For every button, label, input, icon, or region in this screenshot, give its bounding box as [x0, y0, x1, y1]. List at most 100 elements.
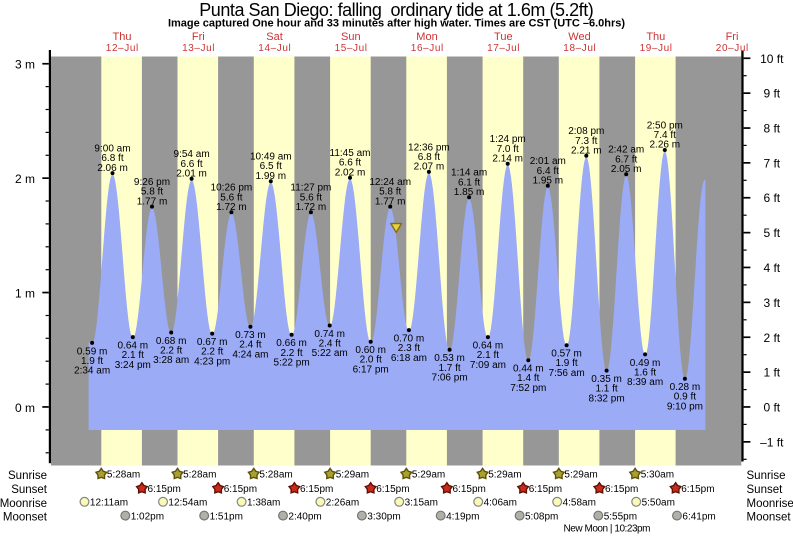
svg-text:1.72 m: 1.72 m: [296, 202, 327, 213]
svg-text:Wed: Wed: [568, 31, 590, 43]
svg-text:16–Jul: 16–Jul: [411, 43, 443, 54]
svg-text:0.68 m: 0.68 m: [156, 336, 187, 347]
svg-text:2.14 m: 2.14 m: [492, 154, 523, 165]
svg-text:0.9 ft: 0.9 ft: [674, 392, 696, 403]
svg-text:5:55pm: 5:55pm: [604, 512, 637, 523]
svg-text:5:22 pm: 5:22 pm: [274, 358, 310, 369]
svg-text:Punta San Diego: falling ordi: Punta San Diego: falling ordinary tide a…: [199, 0, 594, 20]
svg-text:7.4 ft: 7.4 ft: [654, 130, 676, 141]
svg-text:2.3 ft: 2.3 ft: [398, 343, 420, 354]
svg-text:5.8 ft: 5.8 ft: [379, 187, 401, 198]
svg-text:5:28am: 5:28am: [183, 470, 216, 481]
svg-text:0.66 m: 0.66 m: [276, 338, 307, 349]
svg-text:1.7 ft: 1.7 ft: [438, 363, 460, 374]
svg-text:0.35 m: 0.35 m: [591, 374, 622, 385]
svg-text:0.28 m: 0.28 m: [670, 382, 701, 393]
svg-text:6.7 ft: 6.7 ft: [615, 154, 637, 165]
svg-text:7 ft: 7 ft: [763, 156, 780, 170]
svg-text:4:06am: 4:06am: [484, 498, 517, 509]
svg-text:New Moon | 10:23pm: New Moon | 10:23pm: [564, 524, 651, 535]
svg-text:11:45 am: 11:45 am: [330, 148, 371, 159]
svg-text:Thu: Thu: [646, 31, 665, 43]
svg-text:6.6 ft: 6.6 ft: [339, 158, 361, 169]
svg-text:2.2 ft: 2.2 ft: [201, 347, 223, 358]
svg-text:2.21 m: 2.21 m: [571, 145, 602, 156]
svg-text:4:19pm: 4:19pm: [446, 512, 479, 523]
svg-text:0.74 m: 0.74 m: [314, 329, 345, 340]
svg-text:–1 ft: –1 ft: [760, 435, 784, 449]
svg-text:10:26 pm: 10:26 pm: [211, 183, 253, 194]
svg-text:3 m: 3 m: [15, 58, 35, 72]
svg-text:2 m: 2 m: [15, 172, 35, 186]
svg-text:1 m: 1 m: [15, 287, 35, 301]
svg-text:1:02pm: 1:02pm: [131, 512, 164, 523]
svg-text:14–Jul: 14–Jul: [258, 43, 290, 54]
svg-text:6:15pm: 6:15pm: [605, 484, 638, 495]
svg-text:0.70 m: 0.70 m: [394, 334, 425, 345]
svg-text:6:17 pm: 6:17 pm: [353, 364, 389, 375]
svg-text:2.02 m: 2.02 m: [335, 167, 366, 178]
svg-text:1.95 m: 1.95 m: [533, 176, 564, 187]
svg-text:2:08 pm: 2:08 pm: [568, 126, 604, 137]
svg-text:3:15am: 3:15am: [405, 498, 438, 509]
svg-text:0.64 m: 0.64 m: [473, 341, 504, 352]
svg-text:9:54 am: 9:54 am: [174, 149, 210, 160]
svg-text:5 ft: 5 ft: [763, 226, 780, 240]
svg-text:5:08pm: 5:08pm: [525, 512, 558, 523]
svg-text:1:14 am: 1:14 am: [451, 168, 487, 179]
svg-text:3:24 pm: 3:24 pm: [115, 360, 151, 371]
svg-text:7.0 ft: 7.0 ft: [497, 144, 519, 155]
svg-text:Sunrise: Sunrise: [747, 470, 786, 482]
svg-text:1.1 ft: 1.1 ft: [595, 384, 617, 395]
svg-text:2.0 ft: 2.0 ft: [360, 355, 382, 366]
svg-text:6:15pm: 6:15pm: [148, 484, 181, 495]
svg-text:2 ft: 2 ft: [763, 331, 780, 345]
svg-text:1.6 ft: 1.6 ft: [634, 367, 656, 378]
svg-text:2.1 ft: 2.1 ft: [122, 350, 144, 361]
svg-text:Moonrise: Moonrise: [0, 498, 47, 510]
svg-text:3:28 am: 3:28 am: [153, 355, 189, 366]
svg-text:20–Jul: 20–Jul: [716, 43, 748, 54]
svg-text:19–Jul: 19–Jul: [640, 43, 672, 54]
svg-text:5.6 ft: 5.6 ft: [220, 192, 242, 203]
svg-text:Sat: Sat: [266, 31, 283, 43]
svg-text:5:28am: 5:28am: [259, 470, 292, 481]
svg-text:9:10 pm: 9:10 pm: [667, 401, 703, 412]
svg-text:0.44 m: 0.44 m: [513, 364, 544, 375]
svg-text:12:24 am: 12:24 am: [369, 177, 411, 188]
svg-text:Image captured One hour and 33: Image captured One hour and 33 minutes a…: [168, 18, 625, 30]
svg-text:2.26 m: 2.26 m: [650, 140, 681, 151]
svg-text:12:11am: 12:11am: [90, 498, 128, 509]
svg-text:1.77 m: 1.77 m: [375, 196, 406, 207]
svg-text:9 ft: 9 ft: [763, 87, 780, 101]
svg-text:17–Jul: 17–Jul: [487, 43, 519, 54]
svg-text:6:15pm: 6:15pm: [529, 484, 562, 495]
svg-text:6:15pm: 6:15pm: [300, 484, 333, 495]
svg-text:6.4 ft: 6.4 ft: [537, 166, 559, 177]
svg-text:13–Jul: 13–Jul: [182, 43, 214, 54]
svg-text:Sunset: Sunset: [11, 484, 48, 496]
svg-text:2.2 ft: 2.2 ft: [280, 348, 302, 359]
svg-text:7:56 am: 7:56 am: [549, 368, 585, 379]
svg-text:6.8 ft: 6.8 ft: [101, 153, 123, 164]
svg-text:1.85 m: 1.85 m: [454, 187, 485, 198]
svg-text:0.53 m: 0.53 m: [434, 353, 465, 364]
svg-text:6.6 ft: 6.6 ft: [180, 159, 202, 170]
svg-text:12–Jul: 12–Jul: [106, 43, 138, 54]
svg-text:2.06 m: 2.06 m: [97, 163, 128, 174]
svg-text:7:06 pm: 7:06 pm: [432, 373, 468, 384]
svg-text:2:34 am: 2:34 am: [74, 366, 110, 377]
svg-text:Fri: Fri: [726, 31, 739, 43]
svg-text:2.1 ft: 2.1 ft: [477, 350, 499, 361]
svg-text:Thu: Thu: [113, 31, 132, 43]
svg-text:Moonset: Moonset: [3, 512, 48, 524]
svg-text:4:58am: 4:58am: [563, 498, 596, 509]
svg-text:6:15pm: 6:15pm: [376, 484, 409, 495]
svg-text:6 ft: 6 ft: [763, 191, 780, 205]
svg-text:11:27 pm: 11:27 pm: [290, 183, 331, 194]
svg-text:2.4 ft: 2.4 ft: [319, 339, 341, 350]
svg-text:5:29am: 5:29am: [336, 470, 369, 481]
svg-text:2.07 m: 2.07 m: [414, 162, 445, 173]
svg-text:5:22 am: 5:22 am: [312, 348, 348, 359]
svg-text:3:30pm: 3:30pm: [367, 512, 400, 523]
